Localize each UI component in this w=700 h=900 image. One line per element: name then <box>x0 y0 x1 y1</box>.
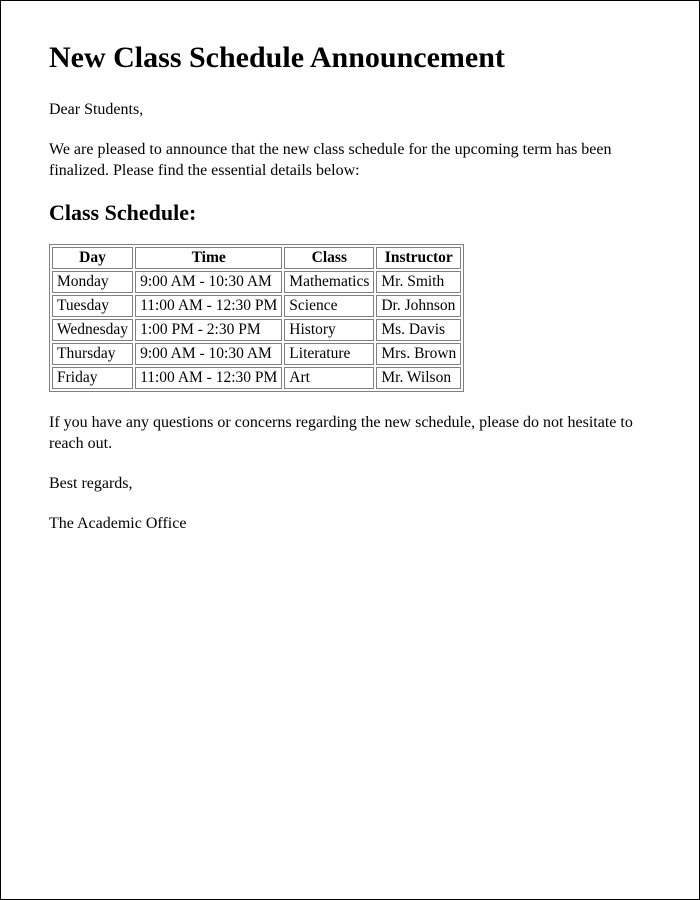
col-class: Class <box>284 247 374 269</box>
cell-day: Monday <box>52 271 133 293</box>
cell-day: Tuesday <box>52 295 133 317</box>
cell-day: Wednesday <box>52 319 133 341</box>
cell-class: Science <box>284 295 374 317</box>
table-header-row: Day Time Class Instructor <box>52 247 461 269</box>
cell-instructor: Ms. Davis <box>376 319 461 341</box>
table-row: Wednesday 1:00 PM - 2:30 PM History Ms. … <box>52 319 461 341</box>
intro-paragraph: We are pleased to announce that the new … <box>49 139 651 182</box>
cell-time: 1:00 PM - 2:30 PM <box>135 319 282 341</box>
cell-instructor: Mr. Smith <box>376 271 461 293</box>
col-instructor: Instructor <box>376 247 461 269</box>
cell-class: History <box>284 319 374 341</box>
greeting-text: Dear Students, <box>49 99 651 121</box>
closing-paragraph: If you have any questions or concerns re… <box>49 412 651 455</box>
table-row: Friday 11:00 AM - 12:30 PM Art Mr. Wilso… <box>52 367 461 389</box>
page-title: New Class Schedule Announcement <box>49 41 651 75</box>
table-row: Tuesday 11:00 AM - 12:30 PM Science Dr. … <box>52 295 461 317</box>
col-day: Day <box>52 247 133 269</box>
cell-time: 9:00 AM - 10:30 AM <box>135 343 282 365</box>
sender-name: The Academic Office <box>49 513 651 535</box>
cell-instructor: Dr. Johnson <box>376 295 461 317</box>
cell-class: Art <box>284 367 374 389</box>
cell-class: Mathematics <box>284 271 374 293</box>
cell-instructor: Mr. Wilson <box>376 367 461 389</box>
cell-time: 11:00 AM - 12:30 PM <box>135 295 282 317</box>
table-row: Thursday 9:00 AM - 10:30 AM Literature M… <box>52 343 461 365</box>
cell-class: Literature <box>284 343 374 365</box>
cell-time: 11:00 AM - 12:30 PM <box>135 367 282 389</box>
cell-day: Friday <box>52 367 133 389</box>
table-row: Monday 9:00 AM - 10:30 AM Mathematics Mr… <box>52 271 461 293</box>
signoff-text: Best regards, <box>49 473 651 495</box>
cell-instructor: Mrs. Brown <box>376 343 461 365</box>
document-page: New Class Schedule Announcement Dear Stu… <box>0 0 700 900</box>
col-time: Time <box>135 247 282 269</box>
schedule-table: Day Time Class Instructor Monday 9:00 AM… <box>49 244 464 392</box>
cell-day: Thursday <box>52 343 133 365</box>
section-heading: Class Schedule: <box>49 200 651 226</box>
cell-time: 9:00 AM - 10:30 AM <box>135 271 282 293</box>
